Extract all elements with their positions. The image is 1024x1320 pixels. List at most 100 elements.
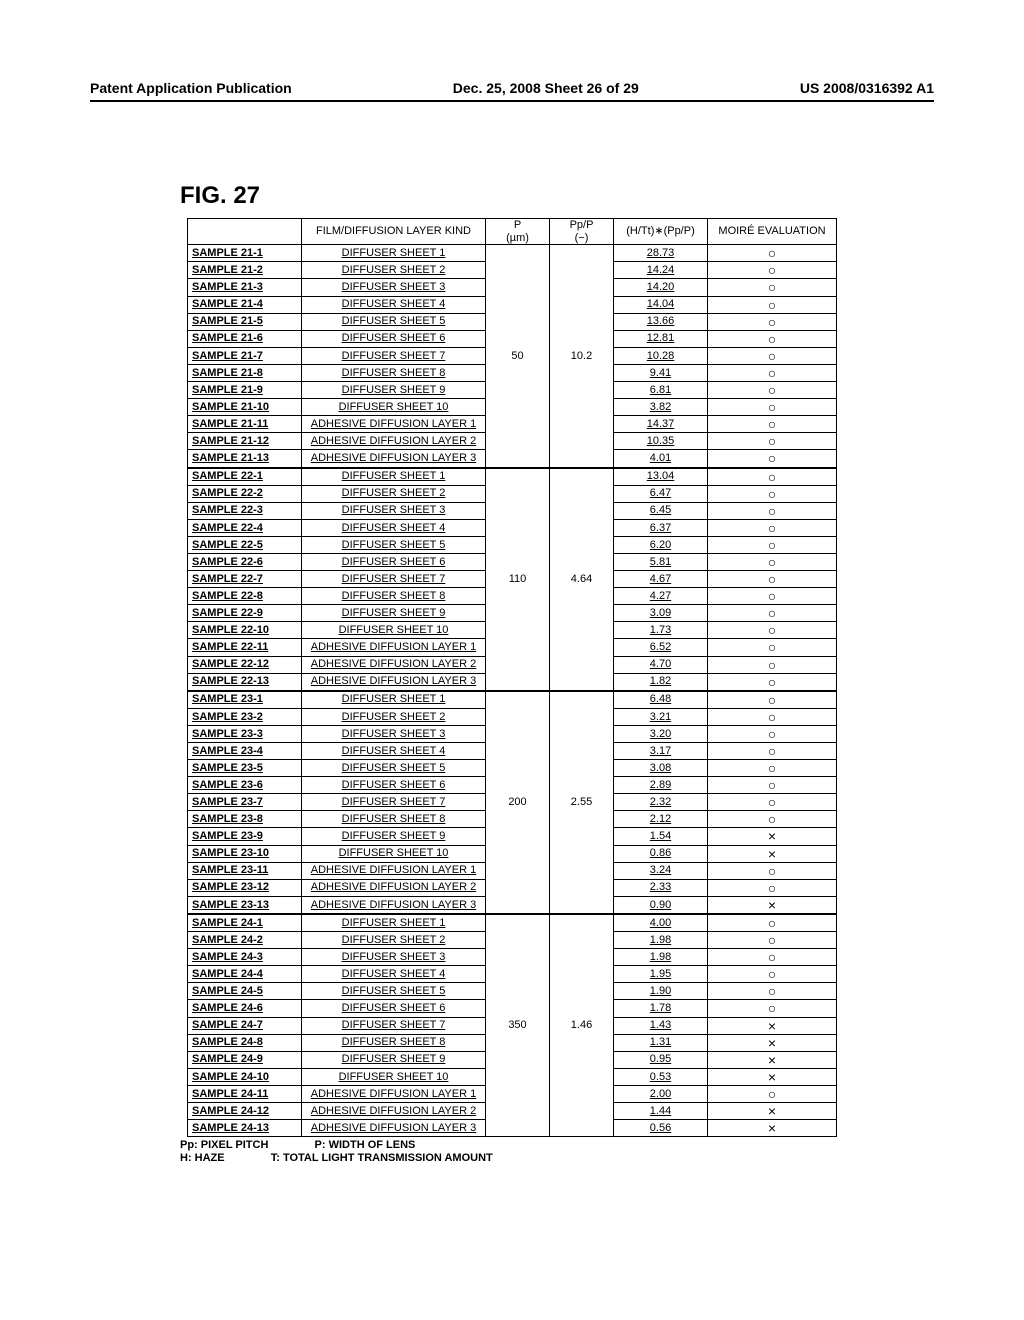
moire-cell: ○ xyxy=(708,743,837,760)
col-ppp-bot: (−) xyxy=(554,232,609,245)
sample-cell: SAMPLE 21-11 xyxy=(188,416,302,433)
moire-cell: ○ xyxy=(708,691,837,709)
film-cell: DIFFUSER SHEET 2 xyxy=(302,262,486,279)
value-cell: 1.82 xyxy=(614,673,708,691)
film-cell: DIFFUSER SHEET 1 xyxy=(302,245,486,262)
film-cell: ADHESIVE DIFFUSION LAYER 2 xyxy=(302,879,486,896)
value-cell: 14.20 xyxy=(614,279,708,296)
sample-cell: SAMPLE 24-8 xyxy=(188,1034,302,1051)
value-cell: 1.73 xyxy=(614,622,708,639)
moire-cell: × xyxy=(708,1034,837,1051)
moire-cell: × xyxy=(708,1017,837,1034)
sample-cell: SAMPLE 24-2 xyxy=(188,932,302,949)
value-cell: 1.95 xyxy=(614,966,708,983)
table-header-row: FILM/DIFFUSION LAYER KIND P (µm) Pp/P (−… xyxy=(188,219,837,245)
film-cell: DIFFUSER SHEET 10 xyxy=(302,622,486,639)
sample-cell: SAMPLE 21-3 xyxy=(188,279,302,296)
moire-cell: × xyxy=(708,1102,837,1119)
film-cell: DIFFUSER SHEET 9 xyxy=(302,828,486,845)
sample-cell: SAMPLE 24-4 xyxy=(188,966,302,983)
moire-cell: ○ xyxy=(708,296,837,313)
sample-cell: SAMPLE 22-8 xyxy=(188,588,302,605)
film-cell: ADHESIVE DIFFUSION LAYER 1 xyxy=(302,639,486,656)
value-cell: 13.04 xyxy=(614,468,708,486)
film-cell: ADHESIVE DIFFUSION LAYER 1 xyxy=(302,416,486,433)
value-cell: 3.09 xyxy=(614,605,708,622)
value-cell: 2.00 xyxy=(614,1085,708,1102)
value-cell: 2.89 xyxy=(614,777,708,794)
sample-cell: SAMPLE 24-5 xyxy=(188,983,302,1000)
sample-cell: SAMPLE 24-11 xyxy=(188,1085,302,1102)
value-cell: 6.81 xyxy=(614,382,708,399)
sample-cell: SAMPLE 22-10 xyxy=(188,622,302,639)
moire-cell: × xyxy=(708,1051,837,1068)
header-center: Dec. 25, 2008 Sheet 26 of 29 xyxy=(453,80,639,96)
moire-cell: × xyxy=(708,896,837,914)
sample-cell: SAMPLE 21-7 xyxy=(188,347,302,364)
col-p-bot: (µm) xyxy=(490,232,545,245)
film-cell: DIFFUSER SHEET 2 xyxy=(302,485,486,502)
value-cell: 1.54 xyxy=(614,828,708,845)
sample-cell: SAMPLE 23-2 xyxy=(188,708,302,725)
value-cell: 4.27 xyxy=(614,588,708,605)
film-cell: DIFFUSER SHEET 9 xyxy=(302,382,486,399)
table-row: SAMPLE 24-1DIFFUSER SHEET 13501.464.00○ xyxy=(188,914,837,932)
film-cell: DIFFUSER SHEET 4 xyxy=(302,743,486,760)
col-moire: MOIRÉ EVALUATION xyxy=(708,219,837,245)
figure-label: FIG. 27 xyxy=(180,182,934,210)
legend-h: H: HAZE xyxy=(180,1152,225,1164)
moire-cell: ○ xyxy=(708,932,837,949)
col-ppp: Pp/P (−) xyxy=(550,219,614,245)
film-cell: ADHESIVE DIFFUSION LAYER 3 xyxy=(302,896,486,914)
table-row: SAMPLE 21-1DIFFUSER SHEET 15010.228.73○ xyxy=(188,245,837,262)
moire-cell: ○ xyxy=(708,622,837,639)
value-cell: 0.56 xyxy=(614,1120,708,1137)
moire-cell: ○ xyxy=(708,364,837,381)
moire-cell: ○ xyxy=(708,983,837,1000)
sample-cell: SAMPLE 24-6 xyxy=(188,1000,302,1017)
value-cell: 0.53 xyxy=(614,1068,708,1085)
moire-cell: ○ xyxy=(708,605,837,622)
film-cell: DIFFUSER SHEET 5 xyxy=(302,760,486,777)
value-cell: 3.24 xyxy=(614,862,708,879)
film-cell: DIFFUSER SHEET 3 xyxy=(302,279,486,296)
moire-cell: ○ xyxy=(708,330,837,347)
film-cell: ADHESIVE DIFFUSION LAYER 2 xyxy=(302,433,486,450)
sample-cell: SAMPLE 23-13 xyxy=(188,896,302,914)
moire-cell: ○ xyxy=(708,879,837,896)
legend: Pp: PIXEL PITCH P: WIDTH OF LENS H: HAZE… xyxy=(180,1139,934,1165)
value-cell: 1.98 xyxy=(614,932,708,949)
moire-cell: ○ xyxy=(708,347,837,364)
sample-cell: SAMPLE 23-11 xyxy=(188,862,302,879)
film-cell: ADHESIVE DIFFUSION LAYER 2 xyxy=(302,656,486,673)
film-cell: DIFFUSER SHEET 4 xyxy=(302,296,486,313)
sample-cell: SAMPLE 22-4 xyxy=(188,519,302,536)
sample-cell: SAMPLE 23-12 xyxy=(188,879,302,896)
sample-cell: SAMPLE 24-12 xyxy=(188,1102,302,1119)
moire-cell: ○ xyxy=(708,416,837,433)
film-cell: DIFFUSER SHEET 7 xyxy=(302,571,486,588)
film-cell: DIFFUSER SHEET 6 xyxy=(302,777,486,794)
col-p: P (µm) xyxy=(486,219,550,245)
value-cell: 2.33 xyxy=(614,879,708,896)
value-cell: 1.78 xyxy=(614,1000,708,1017)
moire-cell: ○ xyxy=(708,914,837,932)
sample-cell: SAMPLE 22-7 xyxy=(188,571,302,588)
data-table: FILM/DIFFUSION LAYER KIND P (µm) Pp/P (−… xyxy=(187,218,837,1137)
moire-cell: ○ xyxy=(708,588,837,605)
film-cell: DIFFUSER SHEET 7 xyxy=(302,794,486,811)
moire-cell: ○ xyxy=(708,777,837,794)
sample-cell: SAMPLE 23-4 xyxy=(188,743,302,760)
header-right: US 2008/0316392 A1 xyxy=(800,80,934,96)
p-cell: 200 xyxy=(486,691,550,914)
film-cell: DIFFUSER SHEET 10 xyxy=(302,1068,486,1085)
value-cell: 4.00 xyxy=(614,914,708,932)
sample-cell: SAMPLE 21-9 xyxy=(188,382,302,399)
value-cell: 6.45 xyxy=(614,502,708,519)
value-cell: 4.70 xyxy=(614,656,708,673)
moire-cell: ○ xyxy=(708,382,837,399)
film-cell: DIFFUSER SHEET 4 xyxy=(302,966,486,983)
sample-cell: SAMPLE 24-3 xyxy=(188,949,302,966)
value-cell: 10.28 xyxy=(614,347,708,364)
sample-cell: SAMPLE 23-8 xyxy=(188,811,302,828)
